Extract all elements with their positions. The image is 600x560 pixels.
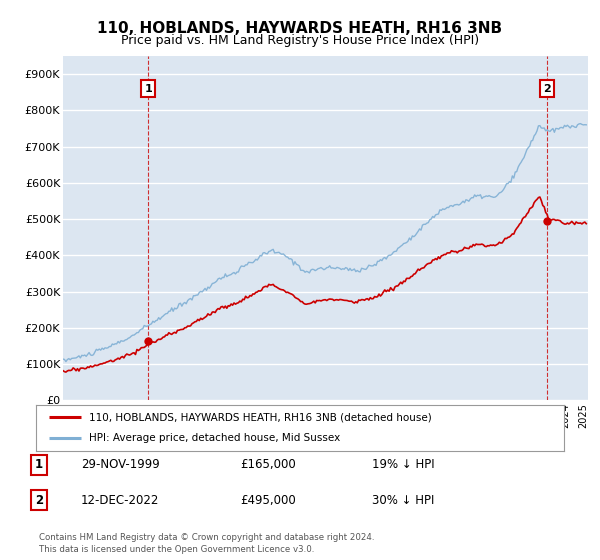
Text: 1: 1 [35, 458, 43, 472]
Text: 30% ↓ HPI: 30% ↓ HPI [372, 493, 434, 507]
Text: Contains HM Land Registry data © Crown copyright and database right 2024.
This d: Contains HM Land Registry data © Crown c… [39, 533, 374, 554]
Text: 19% ↓ HPI: 19% ↓ HPI [372, 458, 434, 472]
Text: 29-NOV-1999: 29-NOV-1999 [81, 458, 160, 472]
Text: £495,000: £495,000 [240, 493, 296, 507]
Text: 110, HOBLANDS, HAYWARDS HEATH, RH16 3NB (detached house): 110, HOBLANDS, HAYWARDS HEATH, RH16 3NB … [89, 412, 431, 422]
Text: 110, HOBLANDS, HAYWARDS HEATH, RH16 3NB: 110, HOBLANDS, HAYWARDS HEATH, RH16 3NB [97, 21, 503, 36]
Text: HPI: Average price, detached house, Mid Sussex: HPI: Average price, detached house, Mid … [89, 433, 340, 443]
Text: 1: 1 [144, 83, 152, 94]
Text: 12-DEC-2022: 12-DEC-2022 [81, 493, 160, 507]
Text: 2: 2 [544, 83, 551, 94]
Text: £165,000: £165,000 [240, 458, 296, 472]
Text: 2: 2 [35, 493, 43, 507]
Text: Price paid vs. HM Land Registry's House Price Index (HPI): Price paid vs. HM Land Registry's House … [121, 34, 479, 46]
